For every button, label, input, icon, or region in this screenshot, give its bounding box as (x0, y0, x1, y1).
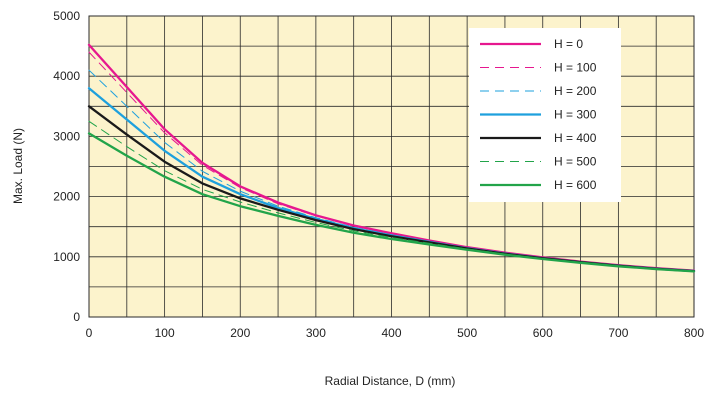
x-tick-label: 400 (381, 326, 401, 340)
series-lines (87, 43, 696, 273)
x-tick-label: 600 (533, 326, 553, 340)
legend-label: H = 100 (554, 61, 597, 75)
x-tick-label: 200 (230, 326, 250, 340)
y-tick-label: 1000 (53, 250, 80, 264)
x-axis-label: Radial Distance, D (mm) (325, 374, 456, 388)
legend-label: H = 0 (554, 37, 583, 51)
tick-labels: 0 100 200 300 400 500 600 700 800 0 1000 2000 3000 40… (53, 9, 704, 340)
legend-label: H = 300 (554, 108, 597, 122)
series-line-h600 (87, 132, 696, 273)
y-tick-label: 0 (73, 310, 80, 324)
x-tick-label: 800 (684, 326, 704, 340)
x-tick-label: 0 (86, 326, 93, 340)
x-tick-label: 700 (608, 326, 628, 340)
plot-frame (88, 15, 695, 318)
series-line-h100 (88, 51, 695, 272)
legend-label: H = 500 (554, 155, 597, 169)
y-tick-label: 4000 (53, 69, 80, 83)
y-tick-label: 5000 (53, 9, 80, 23)
x-tick-label: 100 (155, 326, 175, 340)
legend: H = 0 H = 100 H = 200 H = 300 H = 400 H = 500… (469, 28, 621, 202)
y-tick-label: 3000 (53, 129, 80, 143)
x-tick-label: 300 (306, 326, 326, 340)
legend-label: H = 200 (554, 84, 597, 98)
y-tick-label: 2000 (53, 190, 80, 204)
legend-label: H = 400 (554, 131, 597, 145)
legend-label: H = 600 (554, 178, 597, 192)
x-tick-label: 500 (457, 326, 477, 340)
y-axis-label: Max. Load (N) (11, 128, 25, 204)
